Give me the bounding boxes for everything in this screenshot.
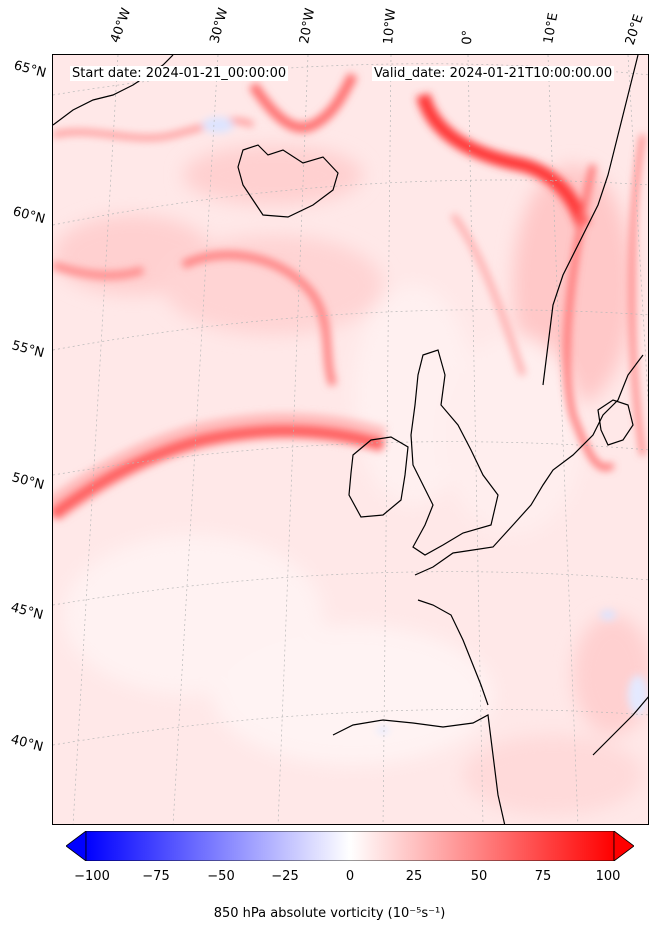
colorbar-tick: 75 bbox=[534, 869, 552, 884]
colorbar-tick: 25 bbox=[405, 869, 423, 884]
lon-label-10e: 10°E bbox=[541, 11, 562, 45]
vorticity-map bbox=[53, 55, 648, 824]
lon-label-0: 0° bbox=[460, 29, 476, 45]
britain-coast bbox=[410, 349, 499, 556]
iberia-coast bbox=[332, 714, 506, 824]
lat-label-60n: 60°N bbox=[11, 204, 47, 228]
europe-coast bbox=[414, 354, 644, 576]
denmark-coast bbox=[597, 399, 634, 446]
lon-label-20e: 20°E bbox=[622, 12, 647, 48]
lat-label-55n: 55°N bbox=[10, 338, 46, 362]
lon-label-10w: 10°W bbox=[381, 7, 400, 45]
colorbar-body bbox=[85, 831, 615, 861]
colorbar-tick: 50 bbox=[470, 869, 488, 884]
lat-label-50n: 50°N bbox=[10, 470, 46, 494]
colorbar-tick: 100 bbox=[595, 869, 621, 884]
colorbar bbox=[66, 831, 634, 861]
field-patches bbox=[53, 145, 648, 815]
colorbar-low-extend bbox=[66, 831, 87, 861]
ireland-coast bbox=[348, 436, 409, 518]
colorbar-tick: −50 bbox=[207, 869, 235, 884]
iceland-coast bbox=[237, 144, 339, 218]
lon-label-30w: 30°W bbox=[207, 6, 232, 45]
lat-label-40n: 40°N bbox=[9, 732, 45, 756]
france-coast bbox=[417, 599, 489, 706]
lon-label-40w: 40°W bbox=[107, 6, 135, 45]
field-features bbox=[53, 72, 648, 734]
balkans-coast bbox=[592, 696, 648, 756]
graticule bbox=[53, 55, 648, 824]
start-date-label: Start date: 2024-01-21_00:00:00 bbox=[70, 66, 289, 81]
colorbar-high-extend bbox=[613, 831, 634, 861]
norway-coast bbox=[542, 55, 639, 386]
colorbar-tick: −75 bbox=[142, 869, 170, 884]
colorbar-tick: 0 bbox=[345, 869, 355, 884]
lat-label-45n: 45°N bbox=[9, 600, 45, 624]
colorbar-tick: −100 bbox=[74, 869, 110, 884]
colorbar-label: 850 hPa absolute vorticity (10⁻⁵s⁻¹) bbox=[213, 906, 446, 921]
map-panel bbox=[52, 54, 649, 825]
colorbar-tick: −25 bbox=[271, 869, 299, 884]
lat-label-65n: 65°N bbox=[12, 58, 48, 82]
lon-label-20w: 20°W bbox=[297, 7, 319, 46]
valid-date-label: Valid_date: 2024-01-21T10:00:00.00 bbox=[372, 66, 615, 81]
